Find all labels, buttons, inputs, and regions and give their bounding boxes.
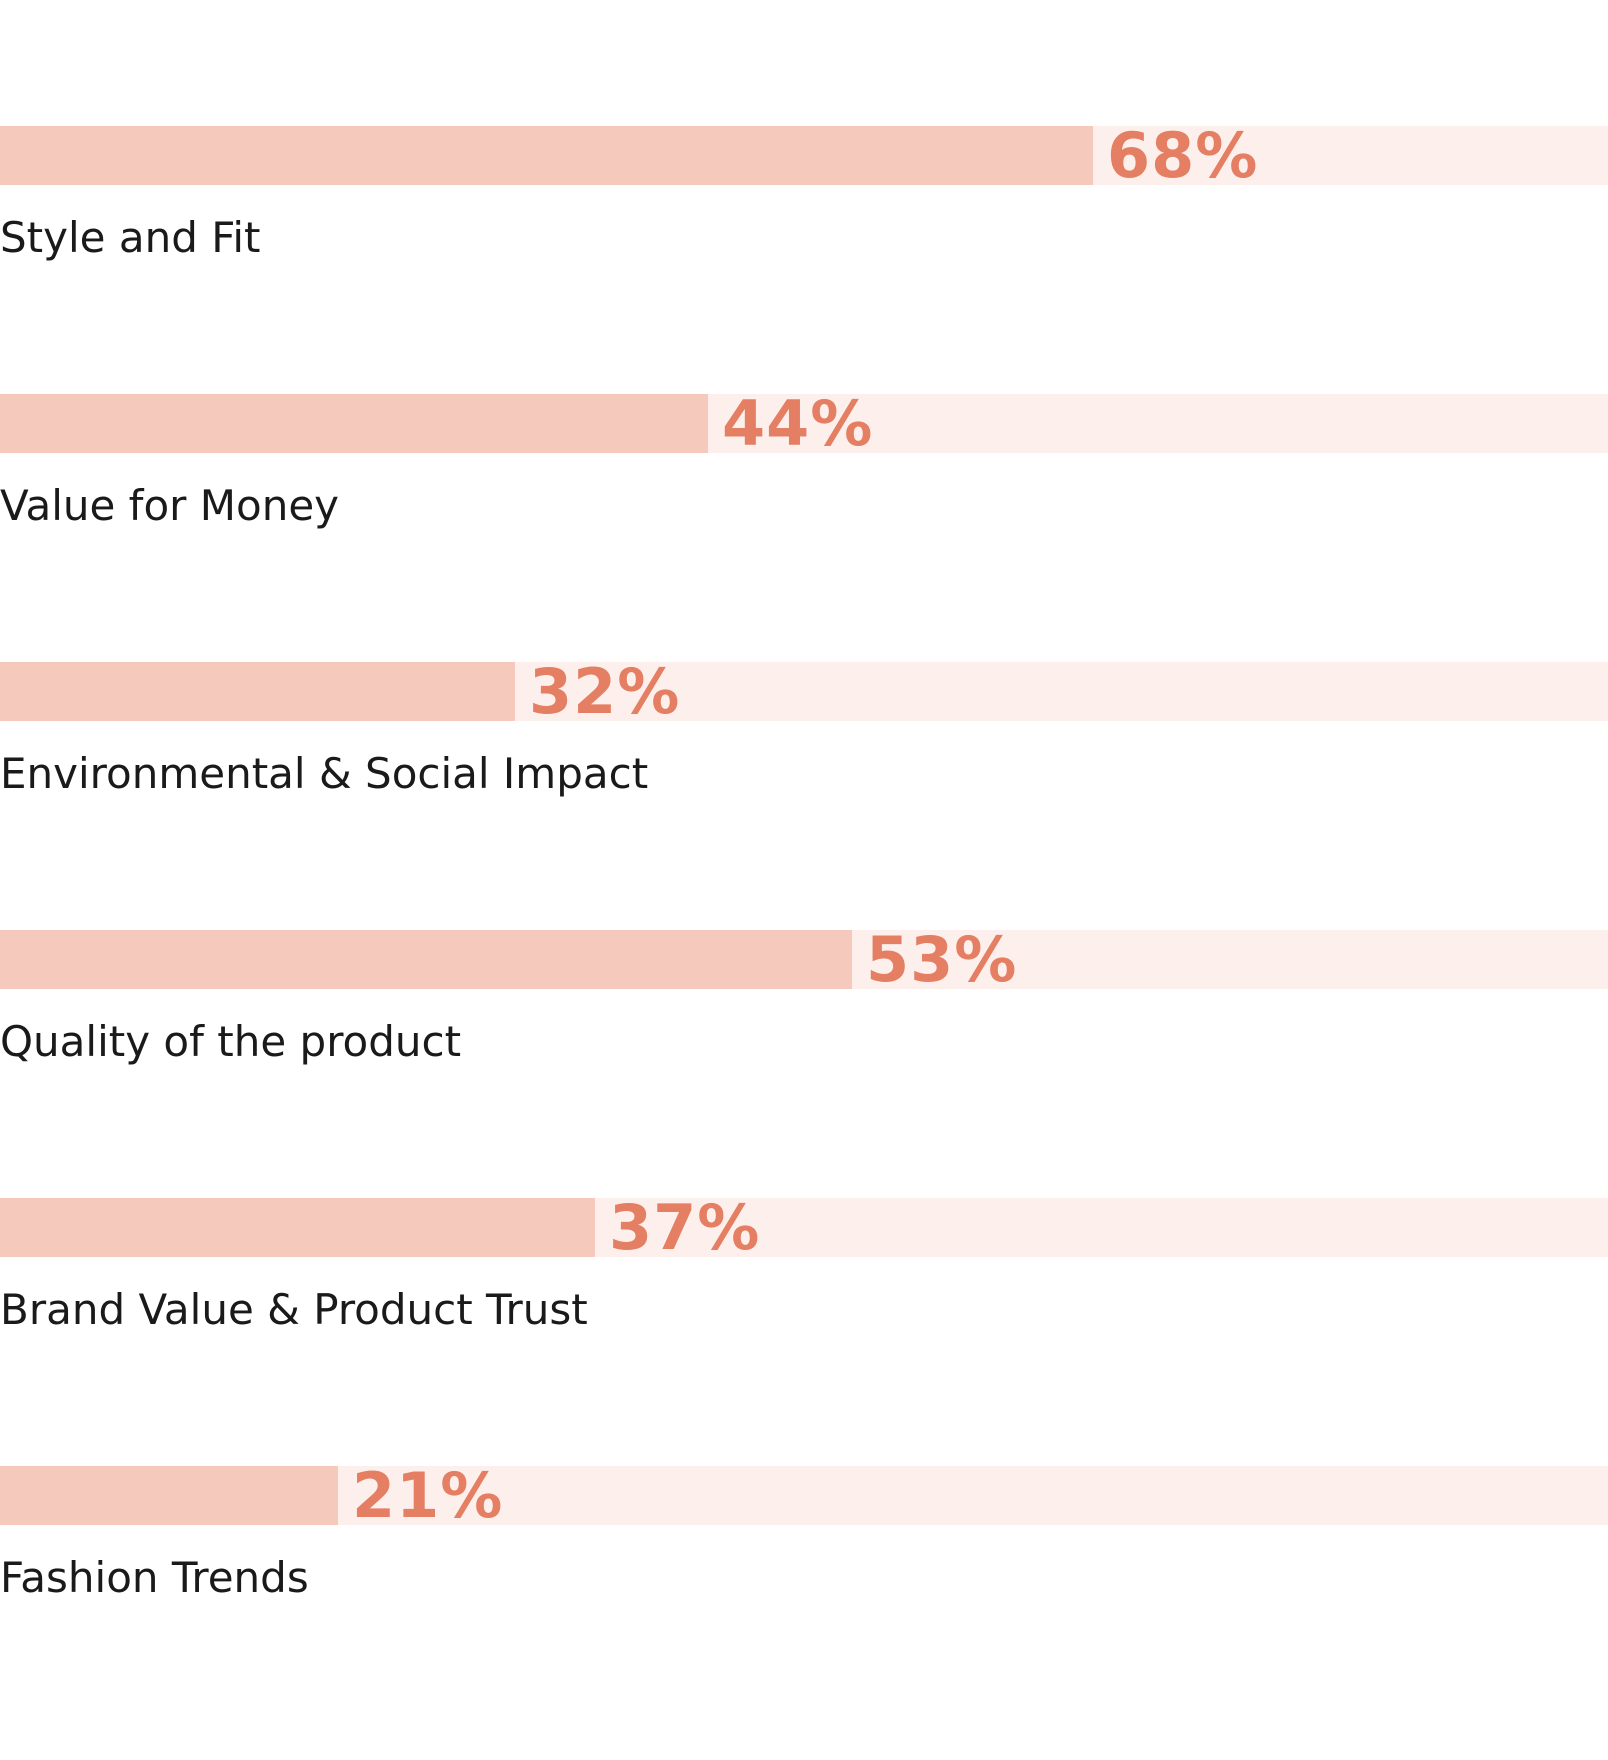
bar-track: 53% xyxy=(0,930,1608,989)
bar-value-label: 37% xyxy=(609,1198,761,1257)
bar-fill xyxy=(0,1198,595,1257)
bar-track: 44% xyxy=(0,394,1608,453)
bar-value-label: 21% xyxy=(352,1466,504,1525)
bar-row: 44% Value for Money xyxy=(0,394,1608,554)
bar-value-label: 68% xyxy=(1107,126,1259,185)
bar-value-label: 32% xyxy=(529,662,681,721)
bar-fill xyxy=(0,930,852,989)
bar-track: 37% xyxy=(0,1198,1608,1257)
bar-value-label: 53% xyxy=(866,930,1018,989)
bar-category-label: Fashion Trends xyxy=(0,1553,309,1602)
bar-row: 32% Environmental & Social Impact xyxy=(0,662,1608,822)
bar-row: 53% Quality of the product xyxy=(0,930,1608,1090)
bar-category-label: Value for Money xyxy=(0,481,340,530)
bar-fill xyxy=(0,662,515,721)
bar-fill xyxy=(0,1466,338,1525)
bar-category-label: Environmental & Social Impact xyxy=(0,749,649,798)
bar-track: 68% xyxy=(0,126,1608,185)
bar-category-label: Quality of the product xyxy=(0,1017,462,1066)
bar-row: 68% Style and Fit xyxy=(0,126,1608,286)
bar-value-label: 44% xyxy=(722,394,874,453)
bar-category-label: Brand Value & Product Trust xyxy=(0,1285,588,1334)
bar-row: 37% Brand Value & Product Trust xyxy=(0,1198,1608,1358)
bar-row: 21% Fashion Trends xyxy=(0,1466,1608,1626)
bar-category-label: Style and Fit xyxy=(0,213,261,262)
bar-track: 21% xyxy=(0,1466,1608,1525)
bar-fill xyxy=(0,394,708,453)
bar-track: 32% xyxy=(0,662,1608,721)
bar-fill xyxy=(0,126,1093,185)
